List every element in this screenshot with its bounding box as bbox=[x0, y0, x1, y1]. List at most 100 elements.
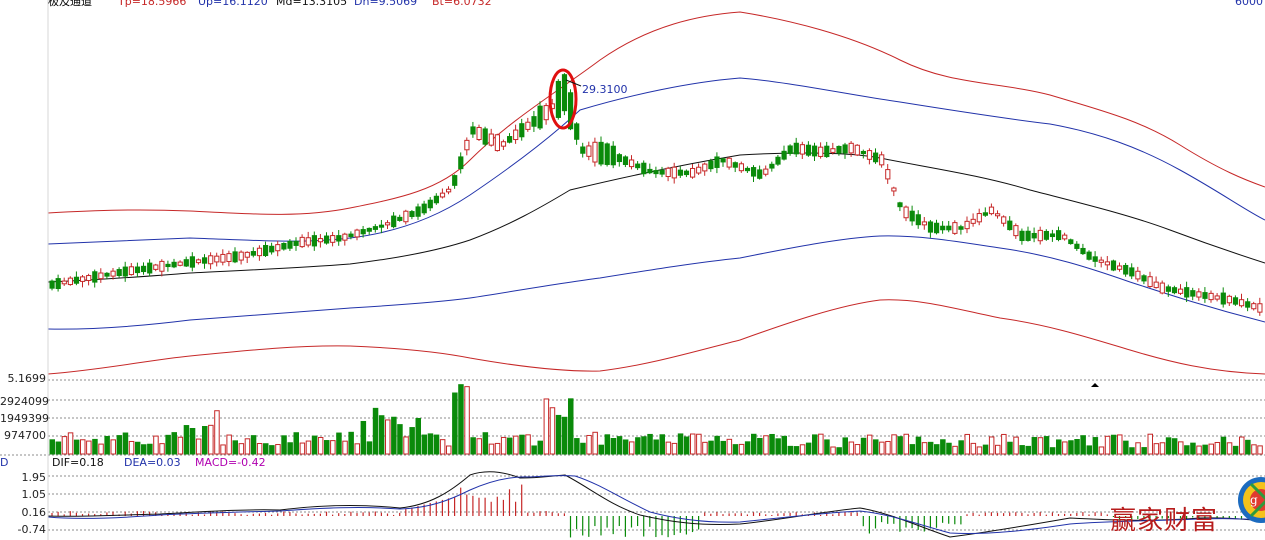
volume-bar bbox=[757, 437, 763, 455]
indicator-name: 极及通道 bbox=[48, 0, 92, 8]
candle-body bbox=[220, 253, 226, 263]
candle-body bbox=[769, 163, 775, 169]
candle-body bbox=[293, 240, 299, 246]
volume-bar bbox=[324, 440, 330, 455]
candle-body bbox=[726, 157, 732, 168]
volume-bar bbox=[86, 440, 92, 455]
volume-bar bbox=[49, 439, 55, 455]
volume-bar bbox=[183, 425, 190, 455]
volume-bar bbox=[464, 386, 470, 455]
candle-body bbox=[1153, 281, 1159, 289]
candle-body bbox=[537, 105, 543, 129]
volume-bar bbox=[1086, 445, 1092, 455]
volume-bar bbox=[1001, 433, 1007, 455]
candle-body bbox=[610, 145, 616, 166]
volume-bar bbox=[696, 433, 702, 455]
volume-bar bbox=[1019, 445, 1025, 455]
candle-body bbox=[263, 244, 269, 257]
volume-bar bbox=[1043, 436, 1050, 455]
volume-bar bbox=[104, 435, 110, 455]
candle-body bbox=[1178, 288, 1184, 294]
grid-lines bbox=[0, 379, 1265, 531]
volume-bar bbox=[714, 435, 720, 455]
volume-bar bbox=[256, 443, 263, 455]
volume-bar bbox=[202, 426, 208, 455]
candle-body bbox=[702, 163, 708, 172]
candle-body bbox=[177, 261, 183, 266]
candle-body bbox=[866, 150, 873, 160]
candle-body bbox=[897, 202, 903, 208]
volume-bar bbox=[1159, 442, 1166, 455]
volume-bar bbox=[55, 441, 62, 455]
candle-body bbox=[720, 158, 726, 163]
candle-body bbox=[519, 123, 525, 138]
candle-body bbox=[909, 210, 915, 222]
volume-bar bbox=[555, 414, 562, 455]
candle-body bbox=[1165, 286, 1172, 292]
indicator-header: 极及通道 Tp=18.5966 Up=16.1120 Md=13.3105 Dn… bbox=[0, 0, 1265, 9]
candle-body bbox=[153, 264, 159, 270]
candle-body bbox=[671, 166, 677, 179]
volume-bar bbox=[824, 439, 830, 455]
candle-body bbox=[1159, 282, 1165, 294]
volume-bar bbox=[909, 444, 916, 455]
candle-body bbox=[80, 276, 86, 282]
volume-bar bbox=[1165, 437, 1172, 455]
candle-body bbox=[250, 251, 257, 256]
candle-body bbox=[757, 169, 763, 179]
candle-body bbox=[555, 80, 561, 118]
volume-bar bbox=[92, 438, 98, 455]
volume-bar bbox=[580, 442, 586, 455]
candle-body bbox=[1068, 239, 1074, 245]
volume-bar bbox=[1245, 439, 1251, 455]
candle-body bbox=[360, 229, 366, 235]
candle-body bbox=[202, 257, 208, 264]
volume-bar bbox=[708, 440, 714, 455]
candle-body bbox=[1135, 270, 1141, 280]
volume-bar bbox=[805, 442, 812, 455]
candle-body bbox=[982, 212, 988, 216]
volume-bar bbox=[738, 443, 745, 455]
candle-body bbox=[421, 203, 427, 214]
volume-bar bbox=[427, 433, 434, 455]
volume-bar bbox=[482, 432, 489, 455]
volume-bar bbox=[988, 436, 995, 455]
dif-line bbox=[47, 471, 1265, 538]
volume-bar bbox=[244, 438, 251, 455]
candle-body bbox=[1147, 276, 1153, 287]
volume-bar bbox=[513, 435, 519, 455]
candle-body bbox=[73, 276, 80, 284]
candle-body bbox=[366, 227, 372, 232]
candle-body bbox=[189, 256, 196, 268]
candle-body bbox=[415, 206, 421, 217]
volume-bar bbox=[116, 435, 123, 455]
volume-bar bbox=[1117, 434, 1123, 455]
volume-bar bbox=[494, 442, 501, 455]
volume-bar bbox=[1251, 444, 1257, 455]
candle-body bbox=[641, 162, 647, 175]
volume-bar bbox=[409, 427, 415, 455]
volume-bar bbox=[500, 436, 507, 455]
candle-body bbox=[208, 255, 214, 265]
volume-bar bbox=[946, 442, 952, 455]
volume-bar bbox=[281, 435, 287, 455]
volume-bar bbox=[1153, 443, 1160, 455]
candle-body bbox=[49, 280, 55, 289]
candle-body bbox=[354, 229, 360, 238]
up-band-line bbox=[47, 77, 1265, 245]
volume-bar bbox=[232, 440, 238, 455]
candle-body bbox=[964, 220, 970, 230]
candle-body bbox=[531, 116, 537, 127]
candle-body bbox=[751, 167, 757, 177]
volume-bar bbox=[147, 443, 153, 455]
volume-bar bbox=[641, 436, 647, 455]
volume-bar bbox=[378, 415, 385, 455]
candle-body bbox=[116, 269, 122, 277]
candle-body bbox=[775, 156, 781, 165]
candle-body bbox=[1202, 292, 1208, 299]
volume-bar bbox=[214, 410, 220, 455]
candle-body bbox=[854, 144, 860, 156]
candle-body bbox=[604, 143, 610, 165]
candle-body bbox=[464, 139, 470, 151]
